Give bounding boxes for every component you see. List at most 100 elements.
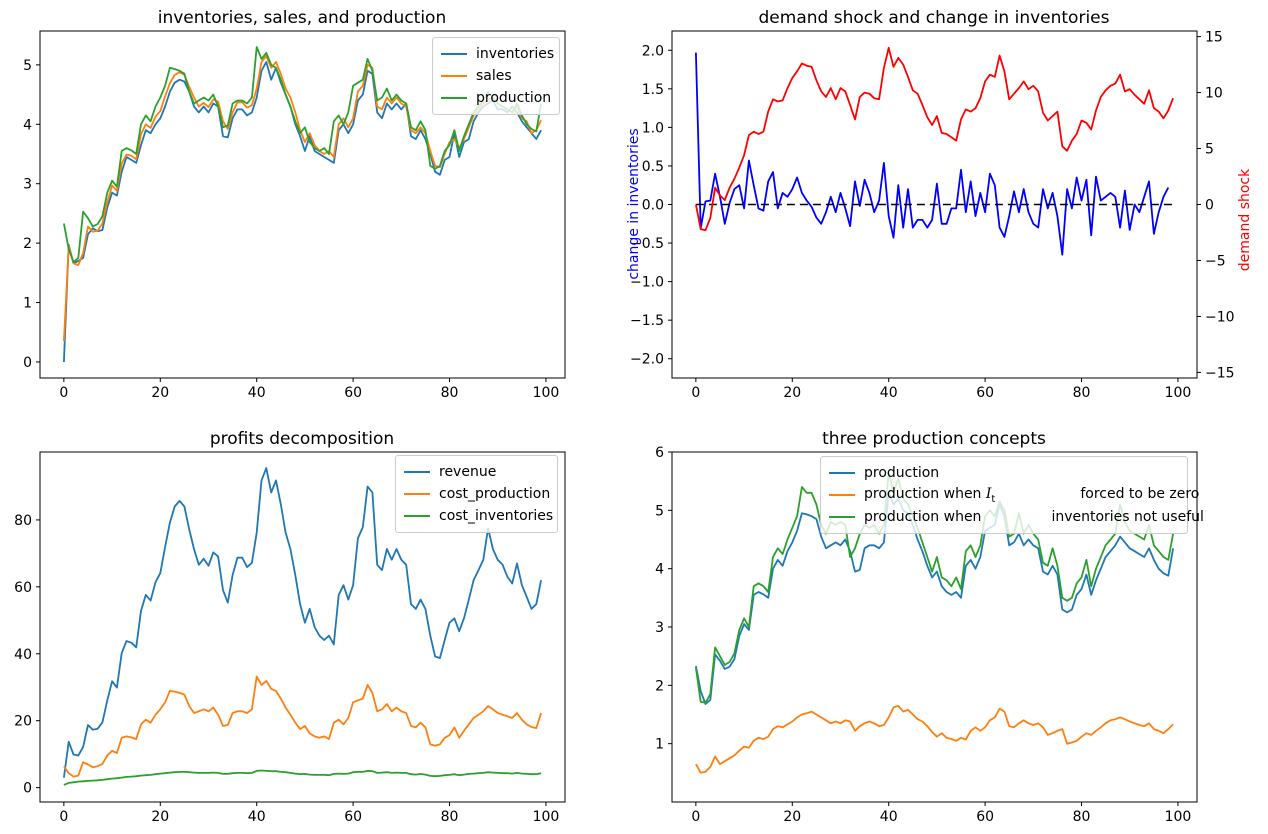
panel-demand-shock-and-change-in-inventories: 0 20 40 60 80 100−2.0−1.5−1.0−0.50.00.51.01.5… — [630, 30, 1235, 401]
legend-line-sample — [441, 97, 467, 99]
legend-label: production when inventories not useful — [864, 509, 1204, 525]
y-tick-label: 3 — [23, 177, 32, 193]
x-tick-label: 40 — [880, 385, 898, 401]
y-tick-label: −2.0 — [630, 352, 664, 368]
x-tick-label: 20 — [151, 809, 169, 825]
x-tick-label: 60 — [344, 385, 362, 401]
x-tick-label: 40 — [880, 809, 898, 825]
series-production-when-i-t-forced-to-be-zero — [695, 704, 1174, 774]
x-tick-label: 80 — [441, 809, 459, 825]
y-tick-label: 0 — [23, 781, 32, 797]
x-tick-label: 60 — [344, 809, 362, 825]
series-production — [63, 46, 542, 264]
legend-entry: production when inventories not useful — [829, 506, 1204, 528]
y-tick-label: −0.5 — [630, 236, 664, 252]
legend-label: production — [864, 465, 940, 481]
x-tick-label: 0 — [59, 809, 68, 825]
series-inventories — [63, 61, 542, 363]
x-tick-label: 0 — [691, 385, 700, 401]
legend-entry: cost_production — [404, 483, 551, 505]
y-tick-label: 80 — [14, 513, 32, 529]
y-tick-label: 6 — [655, 445, 664, 461]
x-tick-label: 80 — [1073, 809, 1091, 825]
y-tick-right-label: 0 — [1205, 198, 1214, 214]
panel-three-production-concepts: 0 20 40 60 80 100 1 2 3 4 5 6 — [655, 445, 1198, 825]
y-tick-label: 1.5 — [642, 82, 664, 98]
y-tick-label: 20 — [14, 714, 32, 730]
legend-line-sample — [404, 515, 430, 517]
legend-line-sample — [829, 494, 855, 496]
y-tick-right-label: 10 — [1205, 86, 1223, 102]
legend-label: production — [476, 90, 552, 106]
legend-label: cost_production — [439, 486, 551, 502]
math-variable: I — [985, 485, 992, 502]
y-tick-label: −1.0 — [630, 275, 664, 291]
legend-line-sample — [829, 516, 855, 518]
legend-label: sales — [476, 68, 512, 84]
y-tick-right-label: −15 — [1205, 365, 1235, 381]
y-tick-label: 1.0 — [642, 120, 664, 136]
x-tick-label: 80 — [441, 385, 459, 401]
legend-label-gap — [981, 520, 1051, 521]
y-tick-label: 1 — [23, 296, 32, 312]
x-tick-label: 40 — [248, 809, 266, 825]
x-tick-label: 20 — [783, 809, 801, 825]
axes-frame — [39, 30, 566, 379]
y-tick-label: 1 — [655, 737, 664, 753]
x-tick-label: 100 — [1165, 809, 1192, 825]
x-tick-label: 60 — [976, 385, 994, 401]
x-tick-label: 20 — [783, 385, 801, 401]
y-tick-label: 0.5 — [642, 159, 664, 175]
series-production-when-inventories-not-useful — [695, 471, 1174, 704]
y-tick-label: 3 — [655, 620, 664, 636]
legend-label: revenue — [439, 464, 497, 480]
legend-entry: production — [829, 462, 1179, 484]
title-top-right: demand shock and change in inventories — [758, 8, 1110, 28]
series-cost-inventories — [63, 769, 542, 786]
legend-entry: production when It forced to be zero — [829, 484, 1199, 506]
x-tick-label: 40 — [248, 385, 266, 401]
series-demand-shock — [695, 46, 1174, 232]
series-revenue — [63, 467, 542, 778]
legend-label-gap — [995, 497, 1080, 498]
y-tick-right-label: −10 — [1205, 309, 1235, 325]
x-tick-label: 60 — [976, 809, 994, 825]
legend-line-sample — [404, 471, 430, 473]
legend-label: production when It forced to be zero — [864, 485, 1200, 505]
legend-line-sample — [404, 493, 430, 495]
x-tick-label: 100 — [1165, 385, 1192, 401]
math-subscript: t — [991, 493, 996, 505]
legend-line-sample — [441, 75, 467, 77]
y-tick-label: 40 — [14, 647, 32, 663]
legend-label: cost_inventories — [439, 508, 554, 524]
axes-frame — [39, 451, 566, 803]
title-top-left: inventories, sales, and production — [157, 8, 447, 28]
y-tick-label: 5 — [655, 503, 664, 519]
y-tick-label: 4 — [655, 562, 664, 578]
legend-entry: cost_inventories — [404, 505, 553, 527]
x-tick-label: 100 — [533, 385, 560, 401]
legend-entry: inventories — [441, 43, 554, 65]
legend-three-production-concepts: production production when It forced to be… — [820, 456, 1204, 534]
y-axis-label-demand-shock: demand shock — [1237, 168, 1253, 272]
y-axis-label-change-in-inventories: change in inventories — [626, 128, 642, 280]
title-bottom-right: three production concepts — [822, 429, 1046, 449]
series-cost-production — [63, 675, 542, 778]
panel-profits-decomposition: 0 20 40 60 80 100 0 20 40 60 80 — [14, 451, 566, 825]
y-tick-label: 4 — [23, 117, 32, 133]
title-bottom-left: profits decomposition — [209, 429, 395, 449]
legend-entry: sales — [441, 65, 551, 87]
y-tick-label: 5 — [23, 58, 32, 74]
x-tick-label: 0 — [59, 385, 68, 401]
x-tick-label: 20 — [151, 385, 169, 401]
y-tick-right-label: −5 — [1205, 253, 1226, 269]
legend-inventories-sales-production: inventories sales production — [432, 37, 560, 115]
series-change-in-inventories — [695, 52, 1170, 256]
y-tick-right-label: 5 — [1205, 142, 1214, 158]
y-tick-label: 0.0 — [642, 198, 664, 214]
x-tick-label: 0 — [691, 809, 700, 825]
panel-inventories-sales-production: 0 20 40 60 80 100 0 1 2 3 4 5 — [23, 30, 566, 401]
y-tick-label: 2 — [23, 236, 32, 252]
